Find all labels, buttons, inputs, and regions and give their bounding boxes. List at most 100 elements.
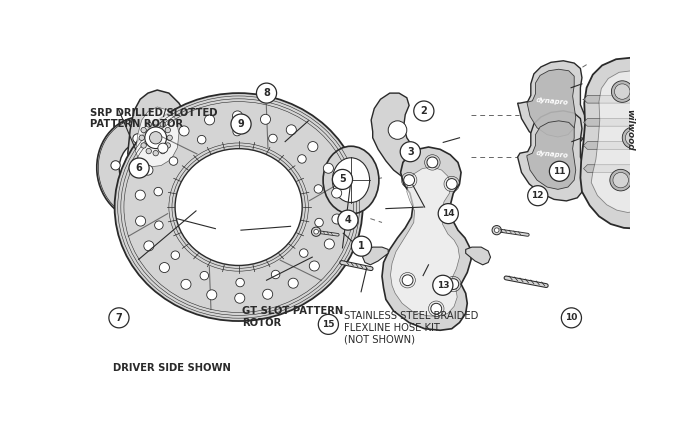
Circle shape <box>154 187 162 196</box>
Circle shape <box>448 279 458 289</box>
Circle shape <box>179 126 189 136</box>
Text: dynapro: dynapro <box>536 150 569 159</box>
Text: STAINLESS STEEL BRAIDED
FLEXLINE HOSE KIT
(NOT SHOWN): STAINLESS STEEL BRAIDED FLEXLINE HOSE KI… <box>344 311 478 344</box>
Polygon shape <box>584 96 675 103</box>
Circle shape <box>323 163 333 173</box>
Polygon shape <box>517 111 587 201</box>
Text: 2: 2 <box>421 106 427 116</box>
Circle shape <box>233 127 242 136</box>
Circle shape <box>430 303 442 314</box>
Circle shape <box>338 210 358 230</box>
Polygon shape <box>128 90 190 178</box>
Circle shape <box>400 142 421 162</box>
Circle shape <box>163 148 172 158</box>
Polygon shape <box>584 118 675 126</box>
Circle shape <box>136 216 146 226</box>
Ellipse shape <box>97 117 190 220</box>
Circle shape <box>615 84 630 99</box>
Circle shape <box>127 192 136 201</box>
Circle shape <box>286 125 296 135</box>
Polygon shape <box>592 71 658 212</box>
Ellipse shape <box>132 156 154 181</box>
Polygon shape <box>371 93 422 184</box>
Circle shape <box>133 134 142 143</box>
Text: 14: 14 <box>442 209 454 218</box>
Circle shape <box>269 134 277 143</box>
Circle shape <box>427 157 438 168</box>
Polygon shape <box>527 121 575 190</box>
Circle shape <box>528 186 548 206</box>
Circle shape <box>143 165 153 175</box>
Circle shape <box>146 122 151 127</box>
Polygon shape <box>382 147 471 330</box>
Circle shape <box>146 148 151 154</box>
Text: 9: 9 <box>238 119 244 129</box>
Circle shape <box>414 101 434 121</box>
Circle shape <box>236 278 244 287</box>
Circle shape <box>314 229 318 234</box>
Circle shape <box>160 184 169 194</box>
Text: 7: 7 <box>116 313 122 323</box>
Circle shape <box>165 127 171 133</box>
Polygon shape <box>584 165 675 173</box>
Text: wilwood: wilwood <box>626 109 634 151</box>
Ellipse shape <box>323 146 379 214</box>
Polygon shape <box>527 69 575 137</box>
Circle shape <box>314 185 323 193</box>
Ellipse shape <box>175 148 302 266</box>
Circle shape <box>232 111 242 121</box>
Text: 3: 3 <box>407 147 414 157</box>
Circle shape <box>318 314 338 334</box>
Circle shape <box>613 173 629 188</box>
Text: 5: 5 <box>339 174 346 184</box>
Circle shape <box>309 261 319 271</box>
Circle shape <box>144 241 154 251</box>
Circle shape <box>171 251 180 259</box>
Circle shape <box>260 114 270 124</box>
Circle shape <box>256 83 276 103</box>
Circle shape <box>272 270 280 279</box>
Text: 15: 15 <box>322 320 335 329</box>
Circle shape <box>231 114 251 134</box>
Circle shape <box>447 179 457 190</box>
Circle shape <box>492 225 501 235</box>
Circle shape <box>332 188 342 198</box>
Circle shape <box>141 127 146 133</box>
Circle shape <box>351 236 372 256</box>
Text: 13: 13 <box>437 281 449 290</box>
Circle shape <box>135 190 146 200</box>
Circle shape <box>153 151 158 156</box>
Ellipse shape <box>332 158 370 203</box>
Text: 6: 6 <box>136 163 142 173</box>
Polygon shape <box>580 58 675 228</box>
Circle shape <box>167 135 172 140</box>
Circle shape <box>129 158 149 178</box>
Circle shape <box>181 279 191 289</box>
Circle shape <box>300 249 308 257</box>
Circle shape <box>145 127 167 148</box>
Circle shape <box>155 221 163 229</box>
Text: 1: 1 <box>358 241 365 251</box>
Circle shape <box>160 122 165 127</box>
Circle shape <box>141 143 146 148</box>
Circle shape <box>158 143 168 153</box>
Circle shape <box>204 115 215 125</box>
Circle shape <box>402 275 413 286</box>
Circle shape <box>611 81 633 102</box>
Ellipse shape <box>119 142 167 195</box>
Circle shape <box>200 272 209 280</box>
Circle shape <box>308 142 318 151</box>
Text: DRIVER SIDE SHOWN: DRIVER SIDE SHOWN <box>113 363 230 374</box>
Circle shape <box>234 293 245 303</box>
Circle shape <box>298 155 306 163</box>
Circle shape <box>389 121 407 139</box>
Circle shape <box>332 169 353 190</box>
Circle shape <box>433 275 453 295</box>
Circle shape <box>638 80 653 96</box>
Circle shape <box>160 263 169 272</box>
Text: dynapro: dynapro <box>536 97 569 106</box>
Polygon shape <box>466 247 491 265</box>
Polygon shape <box>517 61 587 148</box>
Circle shape <box>139 135 144 140</box>
Polygon shape <box>363 247 389 265</box>
